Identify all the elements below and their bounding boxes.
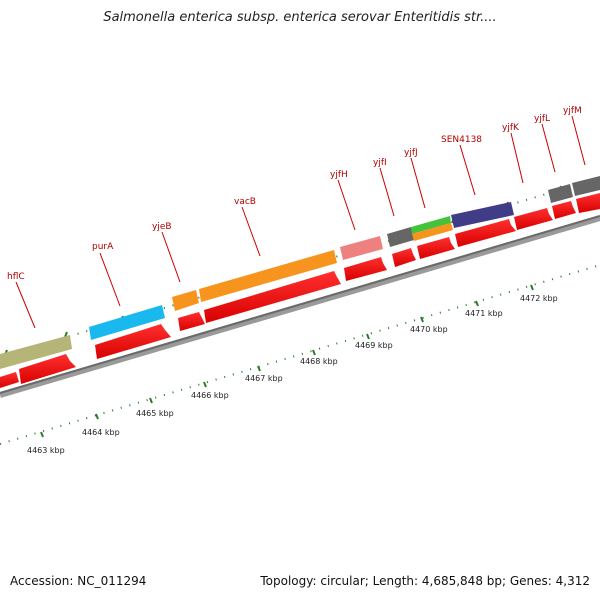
gene-label-yjfJ: yjfJ	[404, 148, 418, 158]
scale-label: 4467 kbp	[245, 374, 283, 383]
scale-major-ticks	[40, 284, 534, 438]
gene-feature-hflC[interactable]	[0, 335, 72, 369]
cds-arrow[interactable]	[0, 372, 19, 388]
cds-arrow[interactable]	[392, 248, 416, 267]
gene-label-yjfM: yjfM	[563, 106, 582, 116]
scale-label: 4464 kbp	[82, 428, 120, 437]
cds-arrow[interactable]	[514, 208, 553, 230]
gene-feature-yjfJ-orange[interactable]	[412, 223, 453, 241]
cds-arrow[interactable]	[95, 324, 171, 359]
cds-arrows	[0, 193, 600, 388]
scale-labels: 4463 kbp 4464 kbp 4465 kbp 4466 kbp 4467…	[27, 294, 558, 455]
gene-feature-yjfH[interactable]	[340, 236, 383, 260]
gene-label-SEN4138: SEN4138	[441, 135, 482, 145]
gene-label-yjfH: yjfH	[330, 170, 348, 180]
cds-arrow[interactable]	[19, 354, 76, 384]
label-leaders	[15, 115, 586, 329]
cds-arrow[interactable]	[204, 271, 341, 323]
cds-arrow[interactable]	[178, 312, 205, 331]
scale-label: 4469 kbp	[355, 341, 393, 350]
cds-arrow[interactable]	[417, 237, 455, 259]
gene-feature-yjfJ[interactable]	[411, 216, 451, 234]
cds-arrow[interactable]	[455, 219, 516, 247]
gene-label-yjfK: yjfK	[502, 123, 520, 133]
scale-label: 4465 kbp	[136, 409, 174, 418]
scale-label: 4463 kbp	[27, 446, 65, 455]
gene-label-yjeB: yjeB	[152, 222, 172, 232]
genome-backbone	[0, 215, 600, 398]
gene-feature-purA[interactable]	[89, 305, 165, 340]
gene-feature-yjfM[interactable]	[572, 176, 600, 196]
cds-arrow[interactable]	[552, 201, 576, 219]
gene-label-hflC: hflC	[7, 272, 25, 282]
gene-features	[0, 176, 600, 369]
gene-label-yjfI: yjfI	[373, 158, 387, 168]
gene-label-purA: purA	[92, 242, 114, 252]
cds-arrow[interactable]	[576, 193, 600, 213]
scale-label: 4466 kbp	[191, 391, 229, 400]
cds-arrow[interactable]	[344, 257, 387, 281]
gene-label-vacB: vacB	[234, 197, 256, 207]
scale-label: 4472 kbp	[520, 294, 558, 303]
gene-feature-SEN4138[interactable]	[451, 202, 514, 228]
accession-text: Accession: NC_011294	[10, 574, 147, 588]
scale-label: 4470 kbp	[410, 325, 448, 334]
gene-label-yjfL: yjfL	[534, 114, 550, 124]
gene-feature-yjfI[interactable]	[387, 227, 414, 247]
gene-labels: hflC purA yjeB vacB yjfH yjfI yjfJ SEN41…	[7, 106, 582, 282]
gene-feature-yjeB[interactable]	[172, 290, 199, 311]
scale-label: 4471 kbp	[465, 309, 503, 318]
genome-summary-text: Topology: circular; Length: 4,685,848 bp…	[260, 574, 590, 588]
gene-feature-vacB[interactable]	[199, 250, 337, 302]
scale-label: 4468 kbp	[300, 357, 338, 366]
gene-feature-yjfL[interactable]	[548, 184, 573, 203]
genome-title: Salmonella enterica subsp. enterica sero…	[103, 10, 497, 25]
